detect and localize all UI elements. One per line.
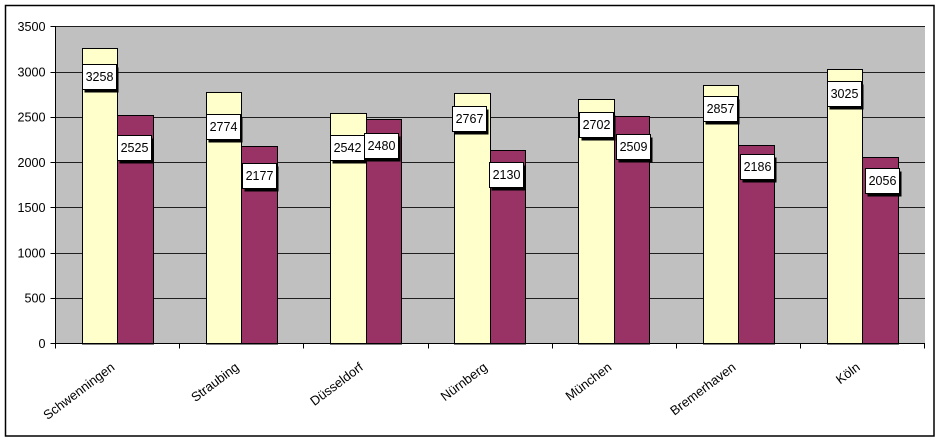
svg-text:0: 0 [38, 337, 45, 351]
svg-text:3000: 3000 [17, 65, 45, 79]
svg-text:2186: 2186 [744, 160, 772, 174]
svg-text:3500: 3500 [17, 20, 45, 34]
svg-text:2767: 2767 [456, 112, 484, 126]
svg-text:2480: 2480 [368, 139, 396, 153]
svg-text:2857: 2857 [707, 102, 735, 116]
svg-text:2774: 2774 [210, 120, 238, 134]
svg-text:3258: 3258 [86, 70, 114, 84]
svg-text:2056: 2056 [869, 174, 897, 188]
svg-text:2509: 2509 [620, 140, 648, 154]
svg-text:2500: 2500 [17, 111, 45, 125]
svg-text:2542: 2542 [334, 141, 362, 155]
svg-text:2000: 2000 [17, 156, 45, 170]
svg-text:3025: 3025 [831, 87, 859, 101]
svg-text:2130: 2130 [493, 168, 521, 182]
svg-text:1500: 1500 [17, 201, 45, 215]
svg-text:2702: 2702 [583, 118, 611, 132]
svg-text:1000: 1000 [17, 247, 45, 261]
svg-text:2177: 2177 [246, 169, 274, 183]
svg-text:2525: 2525 [121, 141, 149, 155]
svg-text:500: 500 [24, 292, 45, 306]
